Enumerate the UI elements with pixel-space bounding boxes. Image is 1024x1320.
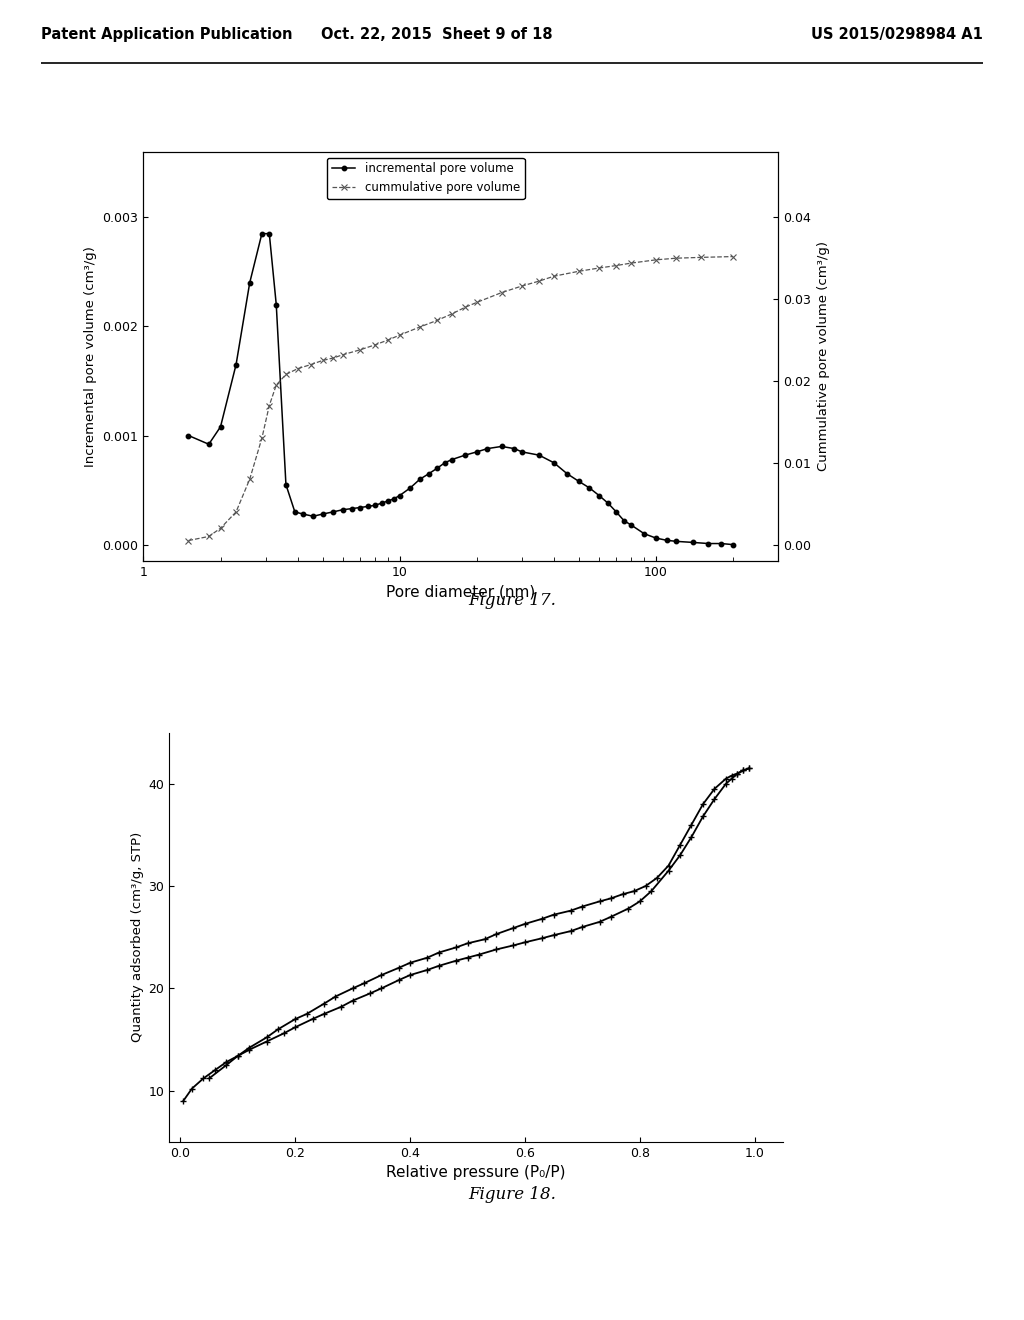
Y-axis label: Incremental pore volume (cm³/g): Incremental pore volume (cm³/g)	[84, 246, 97, 467]
Legend: incremental pore volume, cummulative pore volume: incremental pore volume, cummulative por…	[327, 157, 524, 199]
cummulative pore volume	[548, 268, 560, 284]
incremental pore volume	[182, 428, 195, 444]
incremental pore volume	[660, 532, 673, 548]
cummulative pore volume	[727, 248, 739, 264]
cummulative pore volume	[459, 300, 471, 315]
Text: US 2015/0298984 A1: US 2015/0298984 A1	[811, 26, 983, 42]
cummulative pore volume	[214, 520, 226, 536]
cummulative pore volume	[182, 533, 195, 549]
incremental pore volume	[516, 444, 528, 459]
cummulative pore volume	[532, 273, 545, 289]
cummulative pore volume	[431, 313, 443, 329]
Text: Figure 18.: Figure 18.	[468, 1187, 556, 1203]
cummulative pore volume	[280, 367, 292, 383]
Y-axis label: Quantity adsorbed (cm³/g, STP): Quantity adsorbed (cm³/g, STP)	[131, 832, 144, 1043]
cummulative pore volume	[354, 342, 367, 358]
cummulative pore volume	[593, 260, 605, 276]
cummulative pore volume	[263, 397, 275, 413]
incremental pore volume	[496, 438, 508, 454]
cummulative pore volume	[625, 255, 637, 271]
incremental pore volume	[727, 537, 739, 553]
cummulative pore volume	[670, 251, 682, 267]
cummulative pore volume	[304, 356, 316, 372]
Text: Patent Application Publication: Patent Application Publication	[41, 26, 293, 42]
cummulative pore volume	[203, 528, 215, 544]
incremental pore volume	[481, 441, 494, 457]
cummulative pore volume	[256, 430, 268, 446]
cummulative pore volume	[445, 306, 458, 322]
cummulative pore volume	[382, 333, 394, 348]
Y-axis label: Cummulative pore volume (cm³/g): Cummulative pore volume (cm³/g)	[817, 242, 829, 471]
Line: cummulative pore volume: cummulative pore volume	[185, 253, 736, 544]
incremental pore volume	[602, 495, 614, 511]
incremental pore volume	[256, 226, 268, 242]
Line: incremental pore volume: incremental pore volume	[186, 231, 735, 546]
cummulative pore volume	[292, 360, 304, 376]
X-axis label: Relative pressure (P₀/P): Relative pressure (P₀/P)	[386, 1166, 566, 1180]
cummulative pore volume	[393, 327, 406, 343]
cummulative pore volume	[369, 337, 381, 352]
cummulative pore volume	[230, 504, 243, 520]
cummulative pore volume	[650, 252, 663, 268]
cummulative pore volume	[610, 257, 623, 273]
cummulative pore volume	[414, 319, 426, 335]
cummulative pore volume	[695, 249, 708, 265]
cummulative pore volume	[471, 294, 483, 310]
cummulative pore volume	[496, 285, 508, 301]
cummulative pore volume	[516, 279, 528, 294]
incremental pore volume	[345, 500, 357, 516]
X-axis label: Pore diameter (nm): Pore diameter (nm)	[386, 585, 536, 599]
Text: Oct. 22, 2015  Sheet 9 of 18: Oct. 22, 2015 Sheet 9 of 18	[321, 26, 552, 42]
cummulative pore volume	[572, 264, 585, 280]
cummulative pore volume	[270, 378, 283, 393]
cummulative pore volume	[337, 347, 349, 363]
cummulative pore volume	[316, 352, 329, 368]
cummulative pore volume	[327, 350, 339, 366]
cummulative pore volume	[244, 471, 256, 487]
Text: Figure 17.: Figure 17.	[468, 593, 556, 609]
